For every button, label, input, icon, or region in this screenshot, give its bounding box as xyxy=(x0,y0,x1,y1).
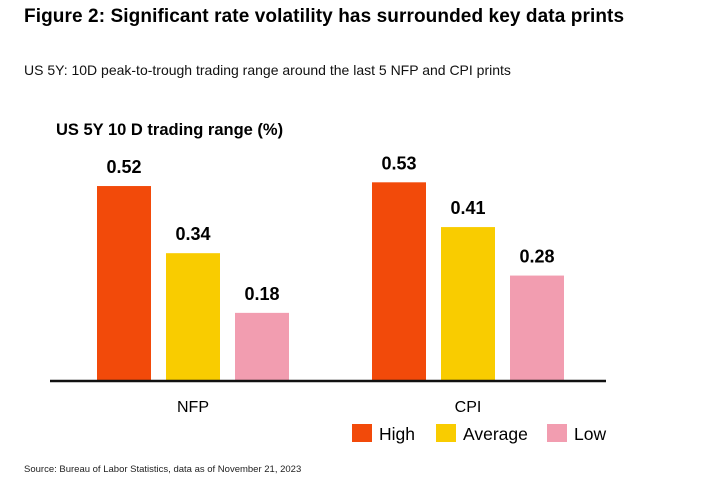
bar-cpi-low xyxy=(510,275,564,380)
legend-label-high: High xyxy=(379,424,415,444)
legend-swatch-low xyxy=(547,424,567,442)
legend-swatch-average xyxy=(436,424,456,442)
value-labels-group: 0.52 0.34 0.18 0.53 0.41 0.28 xyxy=(106,153,554,304)
value-label-nfp-high: 0.52 xyxy=(106,157,141,177)
value-label-cpi-high: 0.53 xyxy=(381,153,416,173)
figure-title: Figure 2: Significant rate volatility ha… xyxy=(24,6,625,27)
value-label-nfp-average: 0.34 xyxy=(175,224,210,244)
legend-label-average: Average xyxy=(463,424,528,444)
bar-cpi-high xyxy=(372,182,426,380)
value-label-cpi-average: 0.41 xyxy=(450,198,485,218)
y-axis-label: US 5Y 10 D trading range (%) xyxy=(56,121,283,139)
legend: High Average Low xyxy=(352,424,606,444)
value-label-nfp-low: 0.18 xyxy=(244,284,279,304)
category-labels-group: NFP CPI xyxy=(177,399,481,416)
bars-group xyxy=(97,182,564,380)
category-label-nfp: NFP xyxy=(177,399,209,416)
value-label-cpi-low: 0.28 xyxy=(519,247,554,267)
figure-subtitle: US 5Y: 10D peak-to-trough trading range … xyxy=(24,62,511,78)
source-note: Source: Bureau of Labor Statistics, data… xyxy=(24,464,302,475)
bar-nfp-high xyxy=(97,186,151,380)
bar-nfp-average xyxy=(166,253,220,380)
legend-label-low: Low xyxy=(574,424,606,444)
bar-cpi-average xyxy=(441,227,495,380)
legend-swatch-high xyxy=(352,424,372,442)
category-label-cpi: CPI xyxy=(455,399,482,416)
bar-nfp-low xyxy=(235,312,289,380)
